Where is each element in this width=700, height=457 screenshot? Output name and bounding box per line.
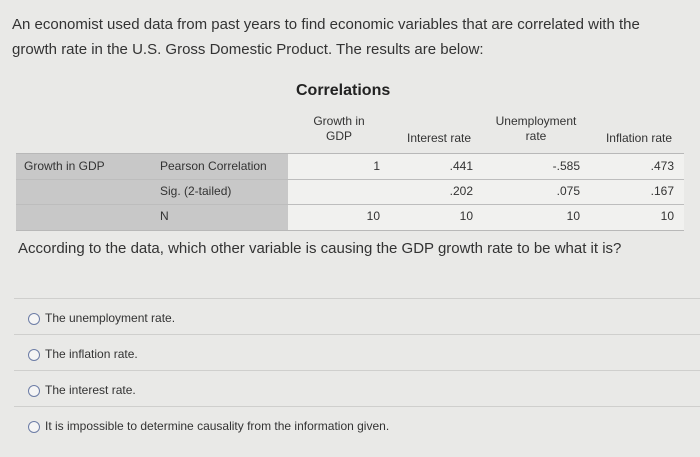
correlations-table: Growth in GDP Pearson Correlation 1 .441… <box>16 153 684 231</box>
cell-value: 1 <box>373 159 380 173</box>
answer-option-impossible[interactable]: It is impossible to determine causality … <box>14 406 700 443</box>
question-prompt: According to the data, which other varia… <box>18 240 622 257</box>
cell-value: 10 <box>459 209 473 223</box>
col-head-interest: Interest rate <box>406 131 472 145</box>
row-divider <box>16 204 684 205</box>
col-head-gdp: Growth in GDP <box>313 114 365 143</box>
answer-label: The unemployment rate. <box>45 311 176 325</box>
cell-value: .202 <box>449 184 473 198</box>
cell-value: .167 <box>650 184 674 198</box>
cell-value: .075 <box>556 184 580 198</box>
cell-value: 10 <box>566 209 580 223</box>
answer-label: The inflation rate. <box>45 347 138 361</box>
cell-value: .473 <box>650 159 674 173</box>
radio-button[interactable] <box>28 313 40 325</box>
cell-value: .441 <box>449 159 473 173</box>
answer-option-inflation[interactable]: The inflation rate. <box>14 334 700 371</box>
answer-label: The interest rate. <box>45 383 136 397</box>
row-label-pearson: Pearson Correlation <box>160 159 267 173</box>
row-header-label: Growth in GDP <box>24 159 105 173</box>
answer-label: It is impossible to determine causality … <box>45 419 390 433</box>
col-head-inflation: Inflation rate <box>605 131 673 145</box>
radio-button[interactable] <box>28 385 40 397</box>
row-divider <box>16 179 684 180</box>
table-title: Correlations <box>296 82 391 99</box>
cell-value: 10 <box>660 209 674 223</box>
radio-button[interactable] <box>28 349 40 361</box>
cell-value: -.585 <box>552 159 580 173</box>
radio-button[interactable] <box>28 421 40 433</box>
answer-option-interest[interactable]: The interest rate. <box>14 370 700 407</box>
row-header-block <box>16 154 288 230</box>
answer-option-unemployment[interactable]: The unemployment rate. <box>14 298 700 335</box>
row-label-sig: Sig. (2-tailed) <box>160 184 232 198</box>
cell-value: 10 <box>366 209 380 223</box>
cell-area <box>288 154 684 230</box>
question-text: An economist used data from past years t… <box>12 16 640 58</box>
col-head-unemployment: Unemployment rate <box>495 114 577 143</box>
row-label-n: N <box>160 209 169 223</box>
